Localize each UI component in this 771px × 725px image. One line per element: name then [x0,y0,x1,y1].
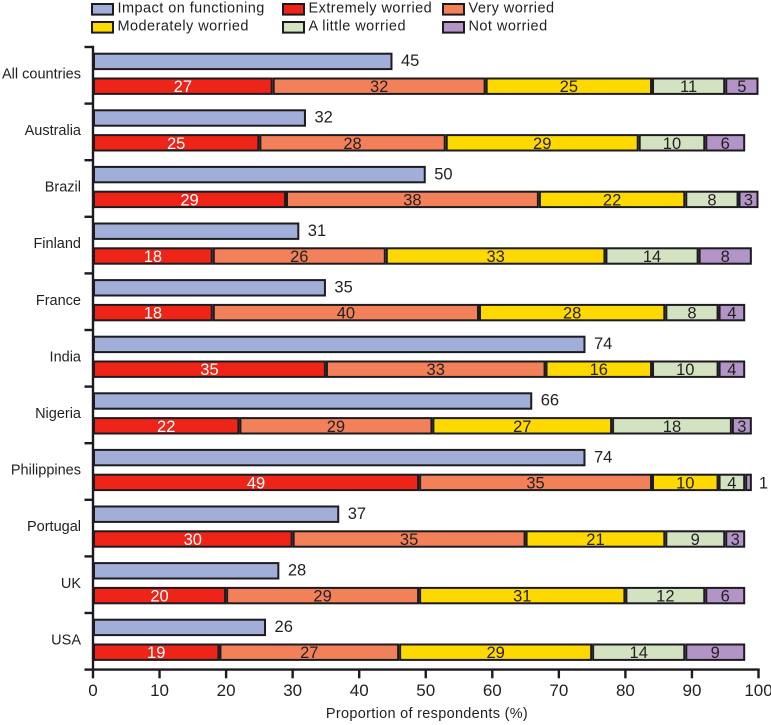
svg-text:8: 8 [721,248,730,266]
svg-text:5: 5 [737,78,746,96]
svg-text:29: 29 [327,418,345,436]
svg-text:Very worried: Very worried [469,0,555,16]
svg-text:37: 37 [348,505,366,523]
svg-text:6: 6 [721,135,730,153]
svg-text:80: 80 [616,681,635,700]
svg-text:35: 35 [400,531,418,549]
svg-text:4: 4 [727,305,736,323]
svg-text:22: 22 [157,418,175,436]
svg-text:Moderately worried: Moderately worried [118,18,249,34]
svg-text:31: 31 [308,222,326,240]
svg-text:19: 19 [147,644,165,662]
svg-text:10: 10 [663,135,681,153]
svg-text:100: 100 [744,681,771,700]
svg-text:UK: UK [61,576,81,592]
svg-text:20: 20 [150,588,168,606]
svg-text:60: 60 [483,681,502,700]
svg-text:1: 1 [759,474,768,492]
svg-text:35: 35 [526,474,544,492]
svg-text:33: 33 [486,248,504,266]
svg-text:All countries: All countries [2,66,81,82]
svg-text:45: 45 [401,52,419,70]
svg-text:38: 38 [403,191,421,209]
svg-text:18: 18 [663,418,681,436]
svg-text:35: 35 [200,361,218,379]
svg-text:32: 32 [314,109,332,127]
svg-text:21: 21 [586,531,604,549]
svg-text:30: 30 [283,681,302,700]
svg-text:10: 10 [676,474,694,492]
svg-text:14: 14 [643,248,661,266]
svg-text:Proportion of respondents (%): Proportion of respondents (%) [326,706,528,722]
svg-text:Finland: Finland [33,236,81,252]
svg-text:Australia: Australia [25,123,82,139]
svg-text:28: 28 [288,562,306,580]
svg-text:29: 29 [180,191,198,209]
svg-text:18: 18 [144,305,162,323]
svg-text:Not worried: Not worried [469,18,548,34]
svg-text:France: France [36,293,81,309]
svg-text:90: 90 [682,681,701,700]
svg-text:25: 25 [560,78,578,96]
svg-text:0: 0 [88,681,97,700]
svg-text:6: 6 [721,588,730,606]
svg-text:20: 20 [217,681,236,700]
svg-text:29: 29 [486,644,504,662]
svg-text:3: 3 [744,191,753,209]
svg-text:74: 74 [594,448,612,466]
svg-text:12: 12 [656,588,674,606]
svg-text:USA: USA [51,632,81,648]
svg-text:11: 11 [680,78,697,96]
svg-text:25: 25 [167,135,185,153]
svg-text:28: 28 [343,135,361,153]
svg-text:40: 40 [350,681,369,700]
svg-text:Impact on functioning: Impact on functioning [118,0,265,16]
svg-text:26: 26 [290,248,308,266]
svg-text:26: 26 [275,618,293,636]
svg-text:40: 40 [337,305,355,323]
svg-text:18: 18 [144,248,162,266]
svg-text:India: India [50,349,82,365]
svg-text:74: 74 [594,335,612,353]
svg-text:70: 70 [549,681,568,700]
svg-text:28: 28 [563,305,581,323]
svg-text:29: 29 [533,135,551,153]
svg-text:27: 27 [513,418,531,436]
svg-text:3: 3 [737,418,746,436]
svg-text:50: 50 [416,681,435,700]
svg-text:Nigeria: Nigeria [35,406,82,422]
svg-text:32: 32 [370,78,388,96]
svg-text:31: 31 [513,588,531,606]
svg-text:8: 8 [707,191,716,209]
svg-text:Portugal: Portugal [27,519,81,535]
svg-text:50: 50 [434,165,452,183]
svg-text:10: 10 [150,681,169,700]
svg-text:30: 30 [184,531,202,549]
svg-text:29: 29 [313,588,331,606]
svg-text:14: 14 [630,644,648,662]
svg-text:Philippines: Philippines [11,463,81,479]
svg-text:Brazil: Brazil [45,180,81,196]
svg-text:3: 3 [731,531,740,549]
svg-text:4: 4 [727,474,736,492]
svg-text:Extremely worried: Extremely worried [309,0,433,16]
svg-text:22: 22 [603,191,621,209]
svg-text:27: 27 [174,78,192,96]
svg-text:10: 10 [676,361,694,379]
svg-text:27: 27 [300,644,318,662]
svg-text:9: 9 [711,644,720,662]
svg-text:33: 33 [427,361,445,379]
svg-text:A little worried: A little worried [309,18,406,34]
svg-text:9: 9 [691,531,700,549]
svg-text:4: 4 [727,361,736,379]
svg-text:49: 49 [247,474,265,492]
svg-text:16: 16 [590,361,608,379]
svg-text:66: 66 [541,392,559,410]
svg-text:35: 35 [334,279,352,297]
svg-text:8: 8 [687,305,696,323]
